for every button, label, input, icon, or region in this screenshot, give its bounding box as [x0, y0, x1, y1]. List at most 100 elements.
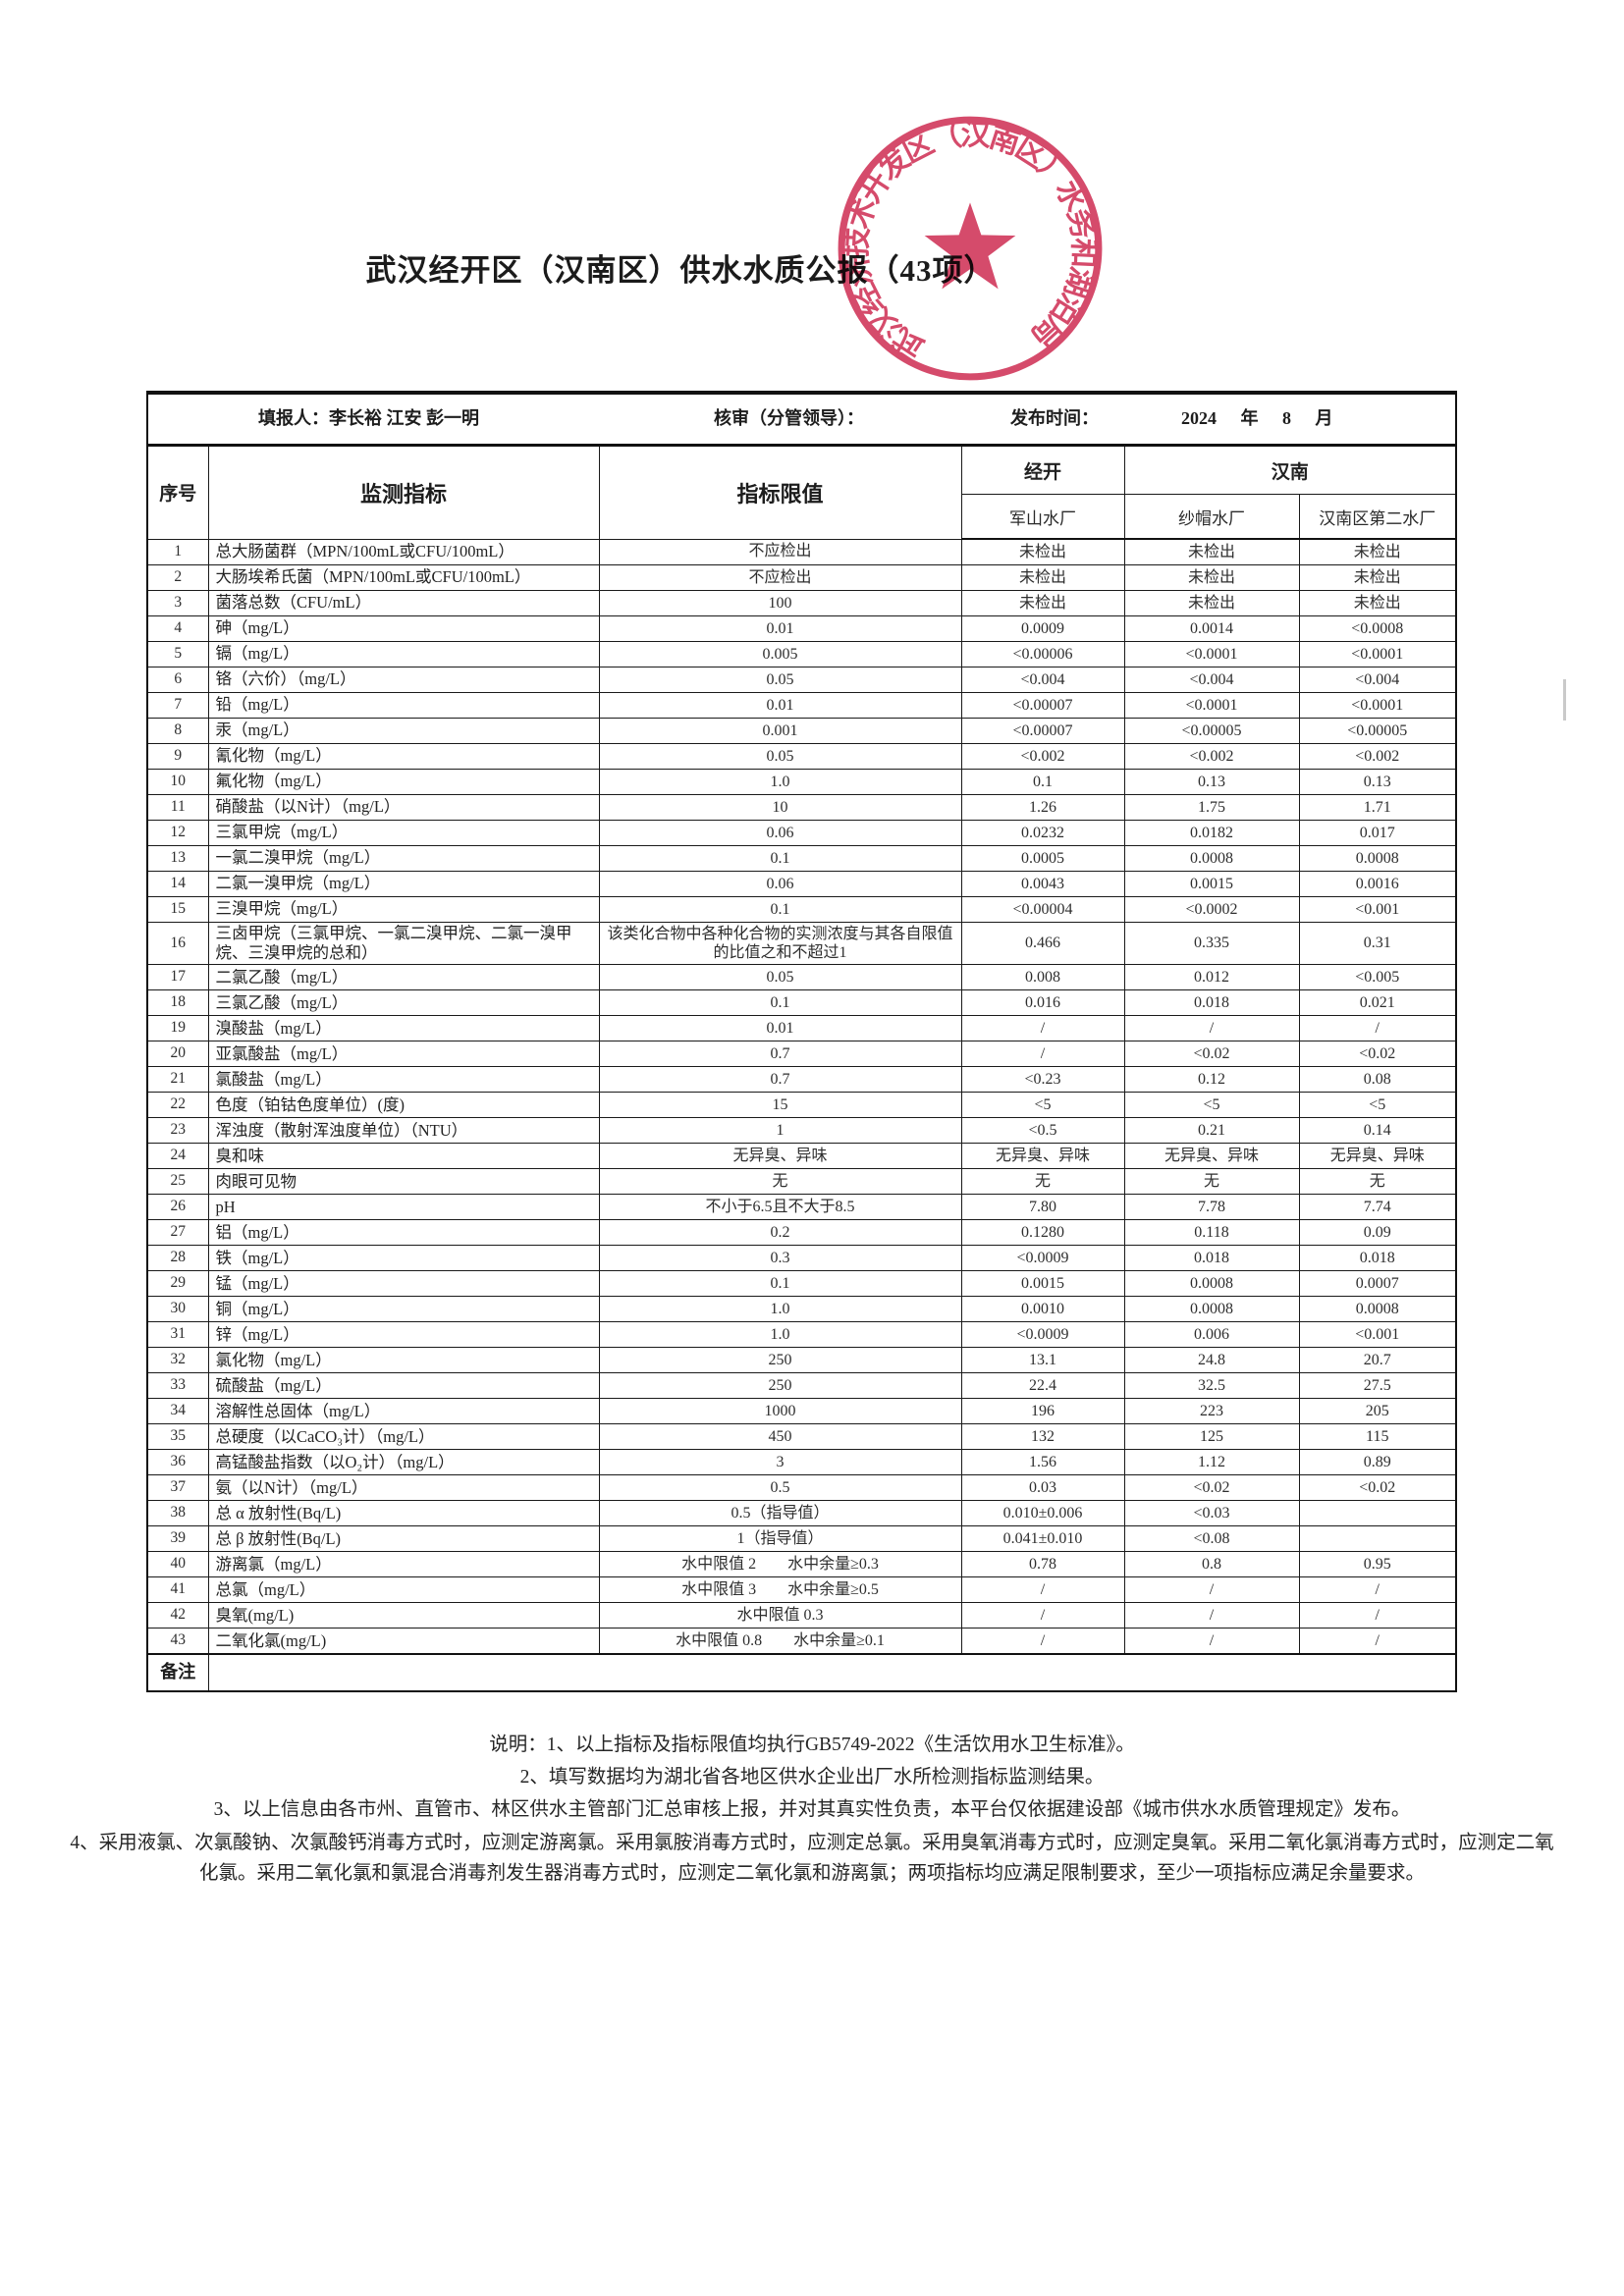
value-cell-hannan2: <5 [1298, 1092, 1457, 1119]
table-row: 34 溶解性总固体（mg/L） 1000 196 223 205 [146, 1398, 1457, 1425]
row-no-cell: 16 [146, 921, 209, 966]
value-cell-shamao: <0.002 [1123, 743, 1300, 770]
value-cell-shamao: 7.78 [1123, 1194, 1300, 1221]
row-no-cell: 21 [146, 1066, 209, 1094]
table-row: 5 镉（mg/L） 0.005 <0.00006 <0.0001 <0.0001 [146, 641, 1457, 667]
value-cell-shamao: 0.0008 [1123, 1296, 1300, 1323]
indicator-cell: 镉（mg/L） [207, 641, 600, 667]
indicator-cell: 二氧化氯(mg/L) [207, 1628, 600, 1655]
limit-cell: 0.05 [598, 667, 962, 693]
row-no-cell: 35 [146, 1423, 209, 1451]
table-row: 26 pH 不小于6.5且不大于8.5 7.80 7.78 7.74 [146, 1194, 1457, 1221]
value-cell-junshan: 13.1 [960, 1347, 1125, 1374]
value-cell-hannan2: 0.08 [1298, 1066, 1457, 1094]
plant-header-hannan2: 汉南区第二水厂 [1298, 494, 1457, 540]
table-row: 9 氰化物（mg/L） 0.05 <0.002 <0.002 <0.002 [146, 743, 1457, 770]
value-cell-shamao: 0.018 [1123, 1245, 1300, 1272]
reviewer-label: 核审（分管领导）： [714, 408, 864, 429]
value-cell-hannan2: / [1298, 1015, 1457, 1042]
value-cell-junshan: 1.26 [960, 794, 1125, 821]
row-no-cell: 1 [146, 538, 209, 565]
value-cell-junshan: 0.008 [960, 964, 1125, 991]
value-cell-shamao: 0.012 [1123, 964, 1300, 991]
indicator-cell: 亚氯酸盐（mg/L） [207, 1041, 600, 1068]
filler-label: 填报人：李长裕 江安 彭一明 [258, 408, 479, 429]
limit-cell: 0.06 [598, 871, 962, 897]
value-cell-junshan: <0.00006 [960, 641, 1125, 667]
column-group-row: 序号 监测指标 指标限值 经开 汉南 [146, 445, 1457, 540]
row-no-cell: 29 [146, 1270, 209, 1298]
page-title: 武汉经开区（汉南区）供水水质公报（43项） [365, 253, 996, 288]
value-cell-hannan2: 0.13 [1298, 769, 1457, 795]
value-cell-shamao: <0.0001 [1123, 692, 1300, 719]
row-no-cell: 33 [146, 1372, 209, 1400]
table-row: 15 三溴甲烷（mg/L） 0.1 <0.00004 <0.0002 <0.001 [146, 896, 1457, 923]
value-cell-shamao: 未检出 [1123, 564, 1300, 591]
value-cell-shamao: 0.0008 [1123, 845, 1300, 872]
value-cell-junshan: 0.010±0.006 [960, 1500, 1125, 1527]
indicator-cell: 总大肠菌群（MPN/100mL或CFU/100mL） [207, 538, 600, 565]
value-cell-hannan2: 无异臭、异味 [1298, 1143, 1457, 1170]
indicator-cell: 三氯乙酸（mg/L） [207, 989, 600, 1017]
limit-cell: 水中限值 0.8 水中余量≥0.1 [598, 1628, 962, 1655]
value-cell-shamao: 32.5 [1123, 1372, 1300, 1400]
value-cell-junshan: <0.5 [960, 1117, 1125, 1145]
value-cell-junshan: 0.0005 [960, 845, 1125, 872]
indicator-cell: 氯酸盐（mg/L） [207, 1066, 600, 1094]
remark-row: 备注 [146, 1653, 1457, 1692]
indicator-cell: 汞（mg/L） [207, 718, 600, 744]
value-cell-junshan: 0.041±0.010 [960, 1525, 1125, 1553]
value-cell-shamao: 0.0015 [1123, 871, 1300, 897]
table-row: 17 二氯乙酸（mg/L） 0.05 0.008 0.012 <0.005 [146, 964, 1457, 991]
row-no-cell: 41 [146, 1576, 209, 1604]
table-row: 8 汞（mg/L） 0.001 <0.00007 <0.00005 <0.00005 [146, 718, 1457, 744]
table-row: 22 色度（铂钴色度单位）(度) 15 <5 <5 <5 [146, 1092, 1457, 1119]
plant-header-row: 军山水厂 纱帽水厂 汉南区第二水厂 [147, 494, 1457, 540]
row-no-cell: 43 [146, 1628, 209, 1655]
row-no-cell: 13 [146, 845, 209, 872]
row-no-cell: 23 [146, 1117, 209, 1145]
limit-cell: 0.06 [598, 820, 962, 846]
table-row: 38 总 α 放射性(Bq/L) 0.5（指导值） 0.010±0.006 <0.03 [146, 1500, 1457, 1527]
limit-cell: 10 [598, 794, 962, 821]
value-cell-hannan2: 未检出 [1298, 564, 1457, 591]
limit-cell: 0.2 [598, 1219, 962, 1247]
limit-cell: 0.001 [598, 718, 962, 744]
indicator-cell: 浑浊度（散射浑浊度单位）（NTU） [207, 1117, 600, 1145]
value-cell-junshan: <0.23 [960, 1066, 1125, 1094]
indicator-cell: 总 β 放射性(Bq/L) [207, 1525, 600, 1553]
table-row: 14 二氯一溴甲烷（mg/L） 0.06 0.0043 0.0015 0.0016 [146, 871, 1457, 897]
value-cell-junshan: <0.00004 [960, 896, 1125, 923]
table-row: 7 铅（mg/L） 0.01 <0.00007 <0.0001 <0.0001 [146, 692, 1457, 719]
indicator-cell: 总硬度（以CaCO₃计）（mg/L） [207, 1423, 600, 1451]
value-cell-junshan: 0.0010 [960, 1296, 1125, 1323]
value-cell-junshan: 0.016 [960, 989, 1125, 1017]
value-cell-shamao: 0.018 [1123, 989, 1300, 1017]
row-no-cell: 25 [146, 1168, 209, 1196]
row-no-cell: 20 [146, 1041, 209, 1068]
limit-cell: 250 [598, 1372, 962, 1400]
remark-label: 备注 [146, 1653, 209, 1692]
limit-cell: 0.7 [598, 1066, 962, 1094]
value-cell-hannan2: <0.02 [1298, 1041, 1457, 1068]
table-row: 27 铝（mg/L） 0.2 0.1280 0.118 0.09 [146, 1219, 1457, 1247]
value-cell-shamao: 0.118 [1123, 1219, 1300, 1247]
limit-cell: 0.1 [598, 896, 962, 923]
value-cell-hannan2: 115 [1298, 1423, 1457, 1451]
value-cell-shamao: 24.8 [1123, 1347, 1300, 1374]
value-cell-shamao: 无 [1123, 1168, 1300, 1196]
limit-cell: 0.05 [598, 743, 962, 770]
table-row: 6 铬（六价）（mg/L） 0.05 <0.004 <0.004 <0.004 [146, 667, 1457, 693]
value-cell-shamao: 0.13 [1123, 769, 1300, 795]
table-row: 30 铜（mg/L） 1.0 0.0010 0.0008 0.0008 [146, 1296, 1457, 1323]
admin-cell: 填报人：李长裕 江安 彭一明 核审（分管领导）： 发布时间： 2024 年 8 … [146, 392, 1457, 447]
row-no-cell: 42 [146, 1602, 209, 1629]
value-cell-hannan2: 205 [1298, 1398, 1457, 1425]
table-row: 40 游离氯（mg/L） 水中限值 2 水中余量≥0.3 0.78 0.8 0.95 [146, 1551, 1457, 1578]
publish-date-label: 发布时间： [1010, 408, 1099, 429]
value-cell-junshan: 0.0232 [960, 820, 1125, 846]
indicator-cell: 溶解性总固体（mg/L） [207, 1398, 600, 1425]
indicator-cell: 锰（mg/L） [207, 1270, 600, 1298]
value-cell-junshan: 0.0015 [960, 1270, 1125, 1298]
indicator-cell: 锌（mg/L） [207, 1321, 600, 1349]
